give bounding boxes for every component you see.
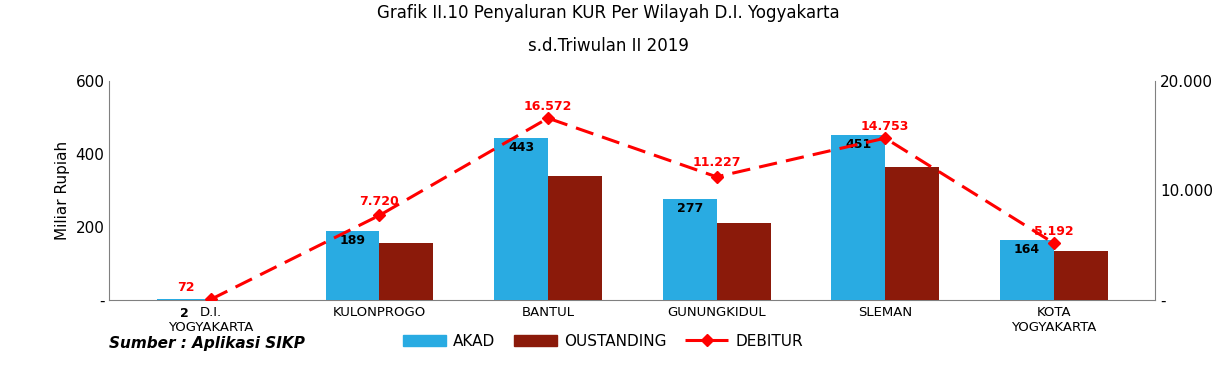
Bar [157,299,210,300]
Text: Grafik II.10 Penyaluran KUR Per Wilayah D.I. Yogyakarta: Grafik II.10 Penyaluran KUR Per Wilayah … [377,4,839,22]
Text: Sumber : Aplikasi SIKP: Sumber : Aplikasi SIKP [109,336,305,351]
Text: 277: 277 [676,202,703,215]
Bar [885,167,939,300]
Bar [832,135,885,300]
Y-axis label: Miliar Rupiah: Miliar Rupiah [55,141,71,240]
Text: 189: 189 [339,234,366,247]
Text: 7.720: 7.720 [360,195,399,208]
Bar [1054,251,1108,300]
Bar [716,223,771,300]
Text: 451: 451 [845,138,872,151]
Bar [326,231,379,300]
Legend: AKAD, OUSTANDING, DEBITUR: AKAD, OUSTANDING, DEBITUR [396,328,810,355]
Text: s.d.Triwulan II 2019: s.d.Triwulan II 2019 [528,37,688,55]
Bar [663,199,716,300]
Text: 443: 443 [508,141,534,154]
Text: 14.753: 14.753 [861,120,910,132]
Bar [548,176,602,300]
Bar [1000,240,1054,300]
Bar [379,243,433,300]
Bar [494,138,548,300]
Text: 16.572: 16.572 [524,100,573,113]
Text: 164: 164 [1014,243,1040,256]
Text: 2: 2 [180,307,188,320]
Text: 11.227: 11.227 [692,156,741,169]
Text: 72: 72 [176,281,195,294]
Text: 5.192: 5.192 [1034,225,1074,238]
